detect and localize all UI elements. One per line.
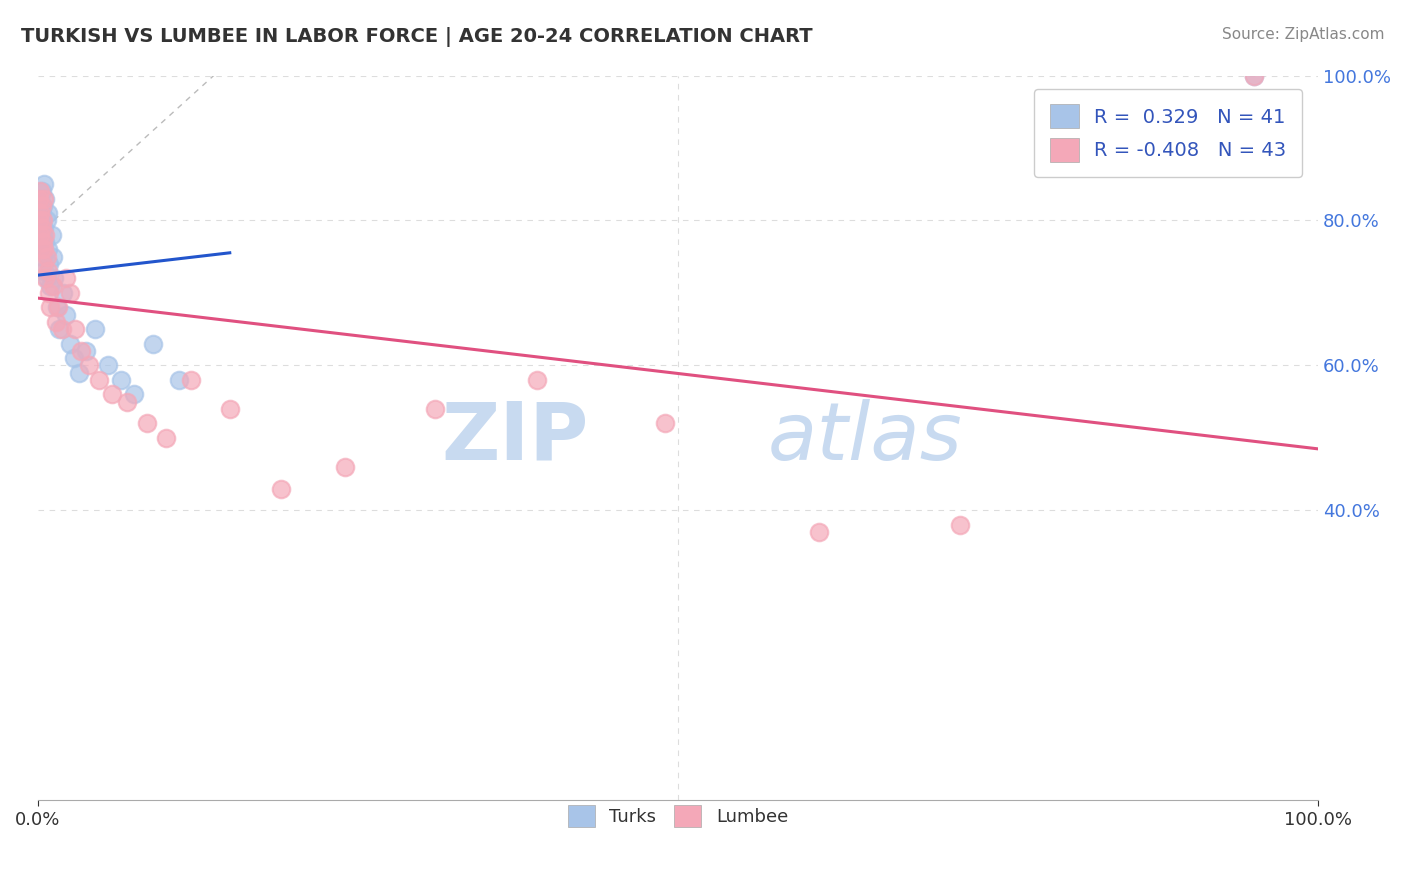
Point xyxy=(37,206,59,220)
Point xyxy=(34,227,56,242)
Point xyxy=(28,227,51,242)
Point xyxy=(55,308,77,322)
Point xyxy=(38,285,60,300)
Point xyxy=(35,213,58,227)
Point xyxy=(30,206,52,220)
Point xyxy=(42,278,65,293)
Point xyxy=(101,387,124,401)
Point xyxy=(34,192,56,206)
Point xyxy=(31,220,53,235)
Point xyxy=(38,257,60,271)
Point xyxy=(35,250,58,264)
Point xyxy=(31,235,53,250)
Point xyxy=(84,322,107,336)
Text: TURKISH VS LUMBEE IN LABOR FORCE | AGE 20-24 CORRELATION CHART: TURKISH VS LUMBEE IN LABOR FORCE | AGE 2… xyxy=(21,27,813,46)
Point xyxy=(654,417,676,431)
Point xyxy=(35,271,58,285)
Point xyxy=(32,192,55,206)
Point xyxy=(180,373,202,387)
Text: atlas: atlas xyxy=(768,399,962,477)
Point xyxy=(31,227,53,242)
Point xyxy=(77,359,100,373)
Point xyxy=(423,401,446,416)
Point xyxy=(59,336,82,351)
Point xyxy=(28,213,51,227)
Point xyxy=(28,192,51,206)
Point xyxy=(31,243,53,257)
Point xyxy=(31,213,53,227)
Point xyxy=(30,192,52,206)
Point xyxy=(1243,69,1265,83)
Point xyxy=(31,185,53,199)
Point xyxy=(807,525,830,540)
Point xyxy=(63,322,86,336)
Point xyxy=(75,343,97,358)
Point xyxy=(31,199,53,213)
Point xyxy=(45,315,67,329)
Point xyxy=(122,387,145,401)
Point xyxy=(55,271,77,285)
Point xyxy=(41,227,63,242)
Point xyxy=(46,301,69,315)
Point xyxy=(89,373,111,387)
Point xyxy=(67,366,90,380)
Point xyxy=(42,250,65,264)
Point xyxy=(949,517,972,532)
Point xyxy=(32,264,55,278)
Point xyxy=(30,185,52,199)
Point xyxy=(39,301,62,315)
Point xyxy=(62,351,84,366)
Point xyxy=(37,264,59,278)
Point xyxy=(31,206,53,220)
Point xyxy=(28,199,51,213)
Text: Source: ZipAtlas.com: Source: ZipAtlas.com xyxy=(1222,27,1385,42)
Point xyxy=(52,285,75,300)
Point xyxy=(39,278,62,293)
Point xyxy=(30,220,52,235)
Point xyxy=(135,417,157,431)
Point xyxy=(1243,69,1265,83)
Point xyxy=(37,243,59,257)
Point xyxy=(155,431,177,445)
Point xyxy=(48,322,70,336)
Point xyxy=(117,394,139,409)
Point xyxy=(270,482,292,496)
Point xyxy=(32,178,55,192)
Point xyxy=(70,343,93,358)
Point xyxy=(59,285,82,300)
Point xyxy=(30,227,52,242)
Point xyxy=(31,199,53,213)
Point xyxy=(44,271,66,285)
Point xyxy=(333,459,356,474)
Legend: Turks, Lumbee: Turks, Lumbee xyxy=(561,798,796,835)
Point xyxy=(142,336,165,351)
Point xyxy=(31,235,53,250)
Point xyxy=(32,243,55,257)
Point xyxy=(51,322,73,336)
Point xyxy=(45,301,67,315)
Point xyxy=(218,401,240,416)
Point xyxy=(34,235,56,250)
Point xyxy=(34,271,56,285)
Point xyxy=(32,220,55,235)
Point xyxy=(97,359,120,373)
Point xyxy=(31,250,53,264)
Point xyxy=(31,257,53,271)
Text: ZIP: ZIP xyxy=(441,399,588,477)
Point xyxy=(30,243,52,257)
Point xyxy=(526,373,548,387)
Point xyxy=(110,373,132,387)
Point xyxy=(31,213,53,227)
Point xyxy=(167,373,190,387)
